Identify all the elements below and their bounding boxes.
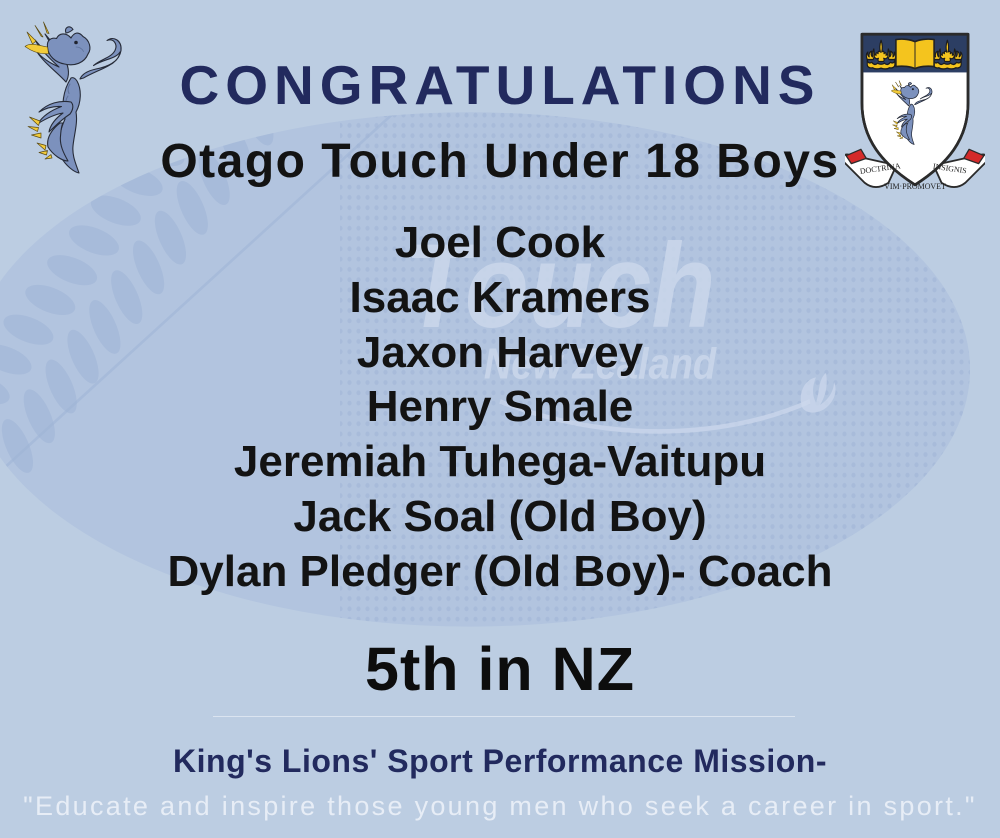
svg-text:·VIM·PROMOVET·: ·VIM·PROMOVET· <box>881 182 948 191</box>
